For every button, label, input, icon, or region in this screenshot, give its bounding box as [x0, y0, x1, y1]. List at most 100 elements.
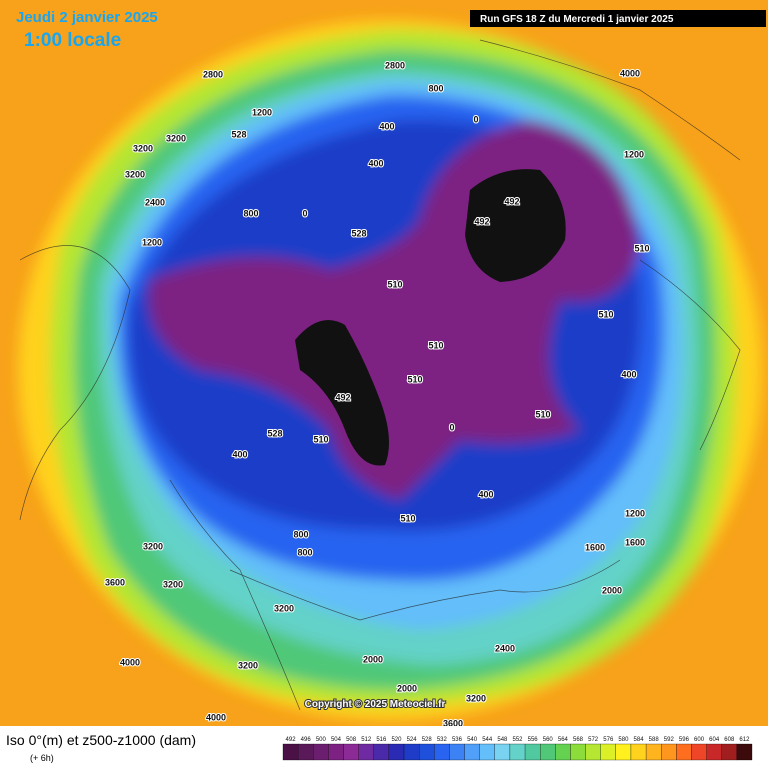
contour-label: 400 [621, 369, 636, 379]
legend-swatch [600, 743, 616, 761]
date-label: Jeudi 2 janvier 2025 [16, 9, 158, 26]
legend-swatch [373, 743, 390, 761]
legend-label: 604 [709, 737, 720, 743]
legend-label: 544 [482, 737, 493, 743]
contour-label: 2000 [363, 654, 383, 664]
legend-swatch [449, 743, 465, 761]
contour-label: 492 [474, 216, 489, 226]
legend-label: 608 [724, 737, 735, 743]
legend-label: 552 [512, 737, 523, 743]
legend-swatch [615, 743, 632, 761]
legend-swatch [358, 743, 374, 761]
contour-label: 492 [504, 196, 519, 206]
legend-label: 576 [603, 737, 614, 743]
legend-label: 584 [634, 737, 645, 743]
contour-label: 400 [478, 489, 493, 499]
contour-label: 2400 [145, 197, 165, 207]
legend-swatch [570, 743, 586, 761]
contour-label: 1200 [624, 149, 644, 159]
legend-swatch [479, 743, 495, 761]
contour-label: 800 [428, 83, 443, 93]
legend-label: 600 [694, 737, 705, 743]
legend-label: 556 [528, 737, 539, 743]
contour-label: 800 [243, 208, 258, 218]
legend-swatch [464, 743, 480, 761]
contour-label: 400 [368, 158, 383, 168]
legend-swatch [661, 743, 677, 761]
contour-label: 3200 [143, 541, 163, 551]
map-field [0, 0, 768, 726]
legend-swatch [706, 743, 722, 761]
contour-label: 528 [351, 228, 366, 238]
contour-label: 800 [297, 547, 312, 557]
legend-label: 504 [331, 737, 342, 743]
legend-label: 512 [361, 737, 372, 743]
contour-label: 510 [313, 434, 328, 444]
legend-swatch [585, 743, 601, 761]
legend-label: 572 [588, 737, 599, 743]
legend-swatch [282, 743, 299, 761]
contour-label: 0 [302, 208, 307, 218]
contour-label: 3200 [163, 579, 183, 589]
legend-swatch [494, 743, 511, 761]
legend-swatch [630, 743, 647, 761]
time-label: 1:00 locale [24, 30, 121, 51]
contour-label: 3200 [238, 660, 258, 670]
legend-label: 536 [452, 737, 463, 743]
contour-label: 510 [634, 243, 649, 253]
contour-label: 528 [231, 129, 246, 139]
run-label: Run GFS 18 Z du Mercredi 1 janvier 2025 [480, 14, 674, 25]
contour-label: 2400 [495, 643, 515, 653]
legend-label: 492 [286, 737, 297, 743]
coastlines [19, 39, 741, 711]
contour-label: 510 [387, 279, 402, 289]
contour-label: 3200 [125, 169, 145, 179]
contour-label: 0 [449, 422, 454, 432]
legend-label: 516 [376, 737, 387, 743]
legend-swatch [419, 743, 435, 761]
low-core [295, 320, 389, 466]
contour-label: 4000 [620, 68, 640, 78]
legend-swatch [328, 743, 344, 761]
low-core [465, 169, 566, 282]
legend-swatch [676, 743, 692, 761]
copyright: Copyright © 2025 Meteociel.fr [305, 699, 446, 710]
contour-label: 510 [535, 409, 550, 419]
run-box [470, 10, 766, 27]
contour-label: 3200 [166, 133, 186, 143]
contour-label: 1600 [585, 542, 605, 552]
legend-label: 532 [437, 737, 448, 743]
contour-label: 800 [293, 529, 308, 539]
contour-label: 1200 [142, 237, 162, 247]
legend-swatch [434, 743, 450, 761]
legend-label: 580 [618, 737, 629, 743]
contour-label: 3200 [274, 603, 294, 613]
footer-title: Iso 0°(m) et z500-z1000 (dam) [6, 732, 196, 748]
contour-label: 4000 [120, 657, 140, 667]
legend-label: 568 [573, 737, 584, 743]
legend-label: 612 [739, 737, 750, 743]
legend-label: 560 [543, 737, 554, 743]
legend: 492 496 500 504 508 512 516 520 524 528 532 536 540 5… [282, 737, 753, 761]
legend-label: 496 [301, 737, 312, 743]
contour-label: 400 [232, 449, 247, 459]
contour-label: 2800 [203, 69, 223, 79]
legend-swatch [540, 743, 556, 761]
legend-label: 524 [407, 737, 418, 743]
legend-label: 592 [664, 737, 675, 743]
legend-label: 548 [497, 737, 508, 743]
contour-label: 2000 [397, 683, 417, 693]
legend-swatch [645, 743, 662, 761]
contour-label: 400 [379, 121, 394, 131]
legend-swatch [313, 743, 329, 761]
legend-swatch [524, 743, 541, 761]
contour-label: 510 [407, 374, 422, 384]
legend-swatch [403, 743, 420, 761]
legend-swatch [691, 743, 707, 761]
contour-label: 2000 [602, 585, 622, 595]
contour-label: 528 [267, 428, 282, 438]
legend-swatch [297, 743, 314, 761]
contour-label: 3200 [466, 693, 486, 703]
legend-label: 596 [679, 737, 690, 743]
